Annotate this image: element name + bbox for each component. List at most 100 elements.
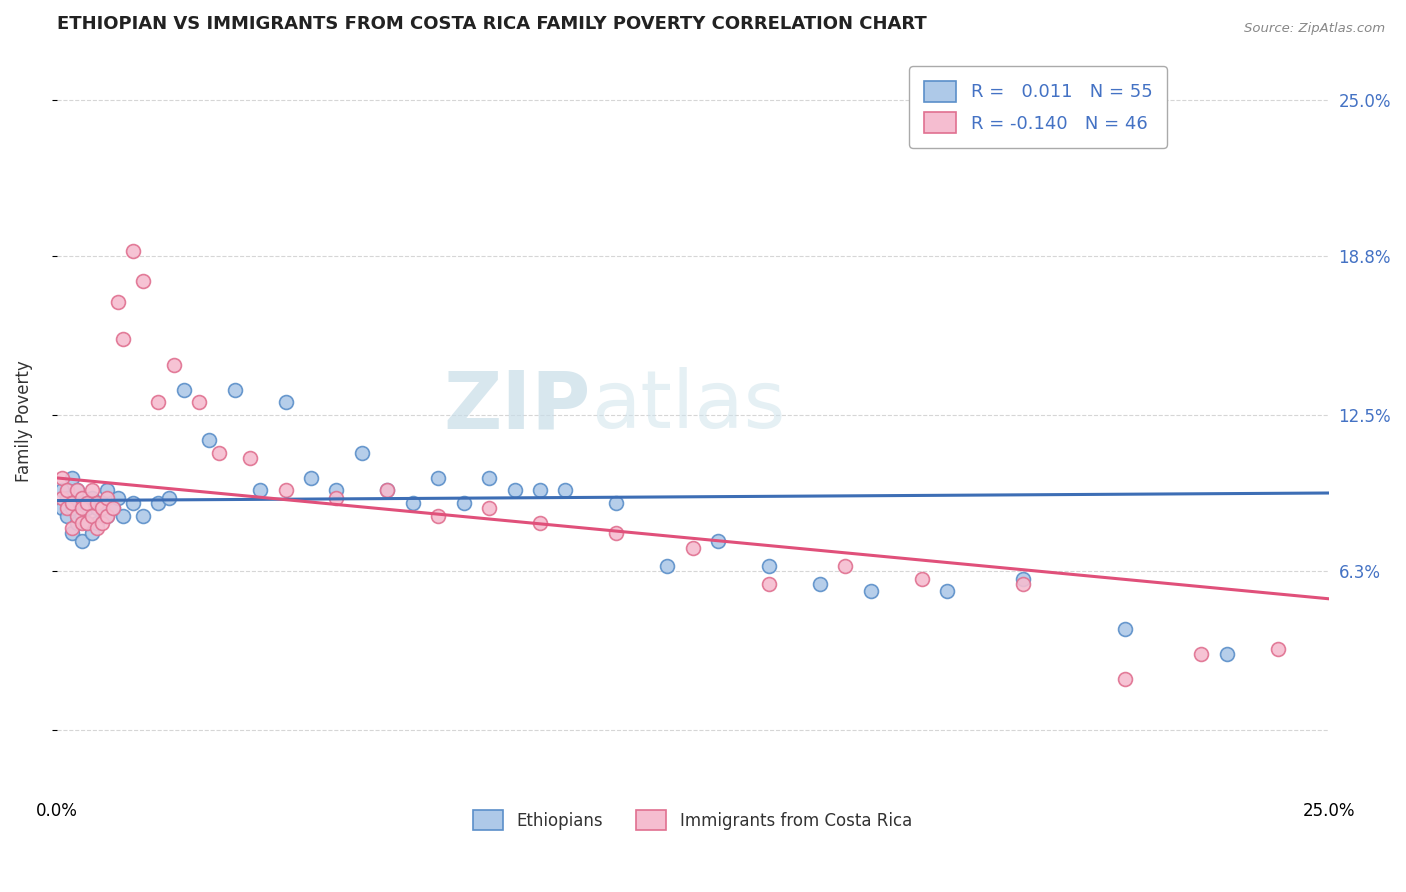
Point: [76, 516, 98, 531]
Point: [60, 526, 83, 541]
Point: [503, 483, 526, 498]
Point: [82, 508, 104, 523]
Point: [56, 491, 79, 505]
Point: [82, 491, 104, 505]
Point: [208, 446, 231, 460]
Point: [86, 516, 108, 531]
Point: [66, 516, 89, 531]
Point: [91, 501, 114, 516]
Point: [188, 395, 211, 409]
Point: [1012, 572, 1035, 586]
Point: [51, 471, 73, 485]
Point: [157, 491, 180, 505]
Point: [554, 483, 576, 498]
Point: [350, 446, 373, 460]
Point: [101, 501, 124, 516]
Point: [86, 501, 108, 516]
Point: [60, 471, 83, 485]
Point: [56, 508, 79, 523]
Point: [76, 496, 98, 510]
Text: atlas: atlas: [591, 368, 785, 445]
Point: [758, 559, 780, 574]
Point: [132, 275, 155, 289]
Point: [56, 501, 79, 516]
Point: [1216, 647, 1239, 661]
Point: [70, 496, 93, 510]
Point: [96, 508, 118, 523]
Point: [66, 508, 89, 523]
Point: [707, 533, 730, 548]
Text: Source: ZipAtlas.com: Source: ZipAtlas.com: [1244, 22, 1385, 36]
Point: [70, 508, 93, 523]
Point: [478, 501, 501, 516]
Text: ETHIOPIAN VS IMMIGRANTS FROM COSTA RICA FAMILY POVERTY CORRELATION CHART: ETHIOPIAN VS IMMIGRANTS FROM COSTA RICA …: [56, 15, 927, 33]
Point: [758, 576, 780, 591]
Point: [86, 496, 108, 510]
Point: [86, 521, 108, 535]
Point: [111, 508, 134, 523]
Point: [60, 501, 83, 516]
Point: [107, 491, 129, 505]
Point: [427, 471, 450, 485]
Point: [148, 496, 170, 510]
Point: [51, 491, 73, 505]
Point: [60, 521, 83, 535]
Point: [91, 496, 114, 510]
Legend: Ethiopians, Immigrants from Costa Rica: Ethiopians, Immigrants from Costa Rica: [467, 804, 918, 837]
Point: [605, 496, 627, 510]
Point: [453, 496, 475, 510]
Point: [51, 483, 73, 498]
Point: [162, 358, 184, 372]
Point: [325, 491, 347, 505]
Point: [1267, 642, 1289, 657]
Point: [859, 584, 882, 599]
Point: [111, 333, 134, 347]
Point: [76, 496, 98, 510]
Point: [82, 483, 104, 498]
Point: [402, 496, 425, 510]
Point: [148, 395, 170, 409]
Point: [76, 501, 98, 516]
Point: [198, 433, 221, 447]
Point: [478, 471, 501, 485]
Point: [682, 541, 704, 556]
Point: [56, 483, 79, 498]
Point: [529, 483, 551, 498]
Point: [299, 471, 322, 485]
Point: [239, 450, 262, 465]
Point: [1012, 576, 1035, 591]
Point: [605, 526, 627, 541]
Point: [1114, 622, 1136, 636]
Point: [529, 516, 551, 531]
Point: [173, 383, 195, 397]
Point: [122, 496, 145, 510]
Point: [76, 516, 98, 531]
Point: [427, 508, 450, 523]
Point: [274, 483, 297, 498]
Point: [60, 496, 83, 510]
Point: [70, 491, 93, 505]
Point: [70, 533, 93, 548]
Point: [96, 483, 118, 498]
Point: [101, 501, 124, 516]
Point: [96, 491, 118, 505]
Point: [66, 483, 89, 498]
Point: [249, 483, 271, 498]
Point: [107, 294, 129, 309]
Point: [82, 526, 104, 541]
Y-axis label: Family Poverty: Family Poverty: [15, 360, 32, 482]
Point: [70, 501, 93, 516]
Point: [224, 383, 246, 397]
Text: ZIP: ZIP: [444, 368, 591, 445]
Point: [70, 516, 93, 531]
Point: [375, 483, 398, 498]
Point: [325, 483, 347, 498]
Point: [657, 559, 679, 574]
Point: [274, 395, 297, 409]
Point: [1114, 673, 1136, 687]
Point: [66, 483, 89, 498]
Point: [91, 516, 114, 531]
Point: [132, 508, 155, 523]
Point: [834, 559, 856, 574]
Point: [1191, 647, 1213, 661]
